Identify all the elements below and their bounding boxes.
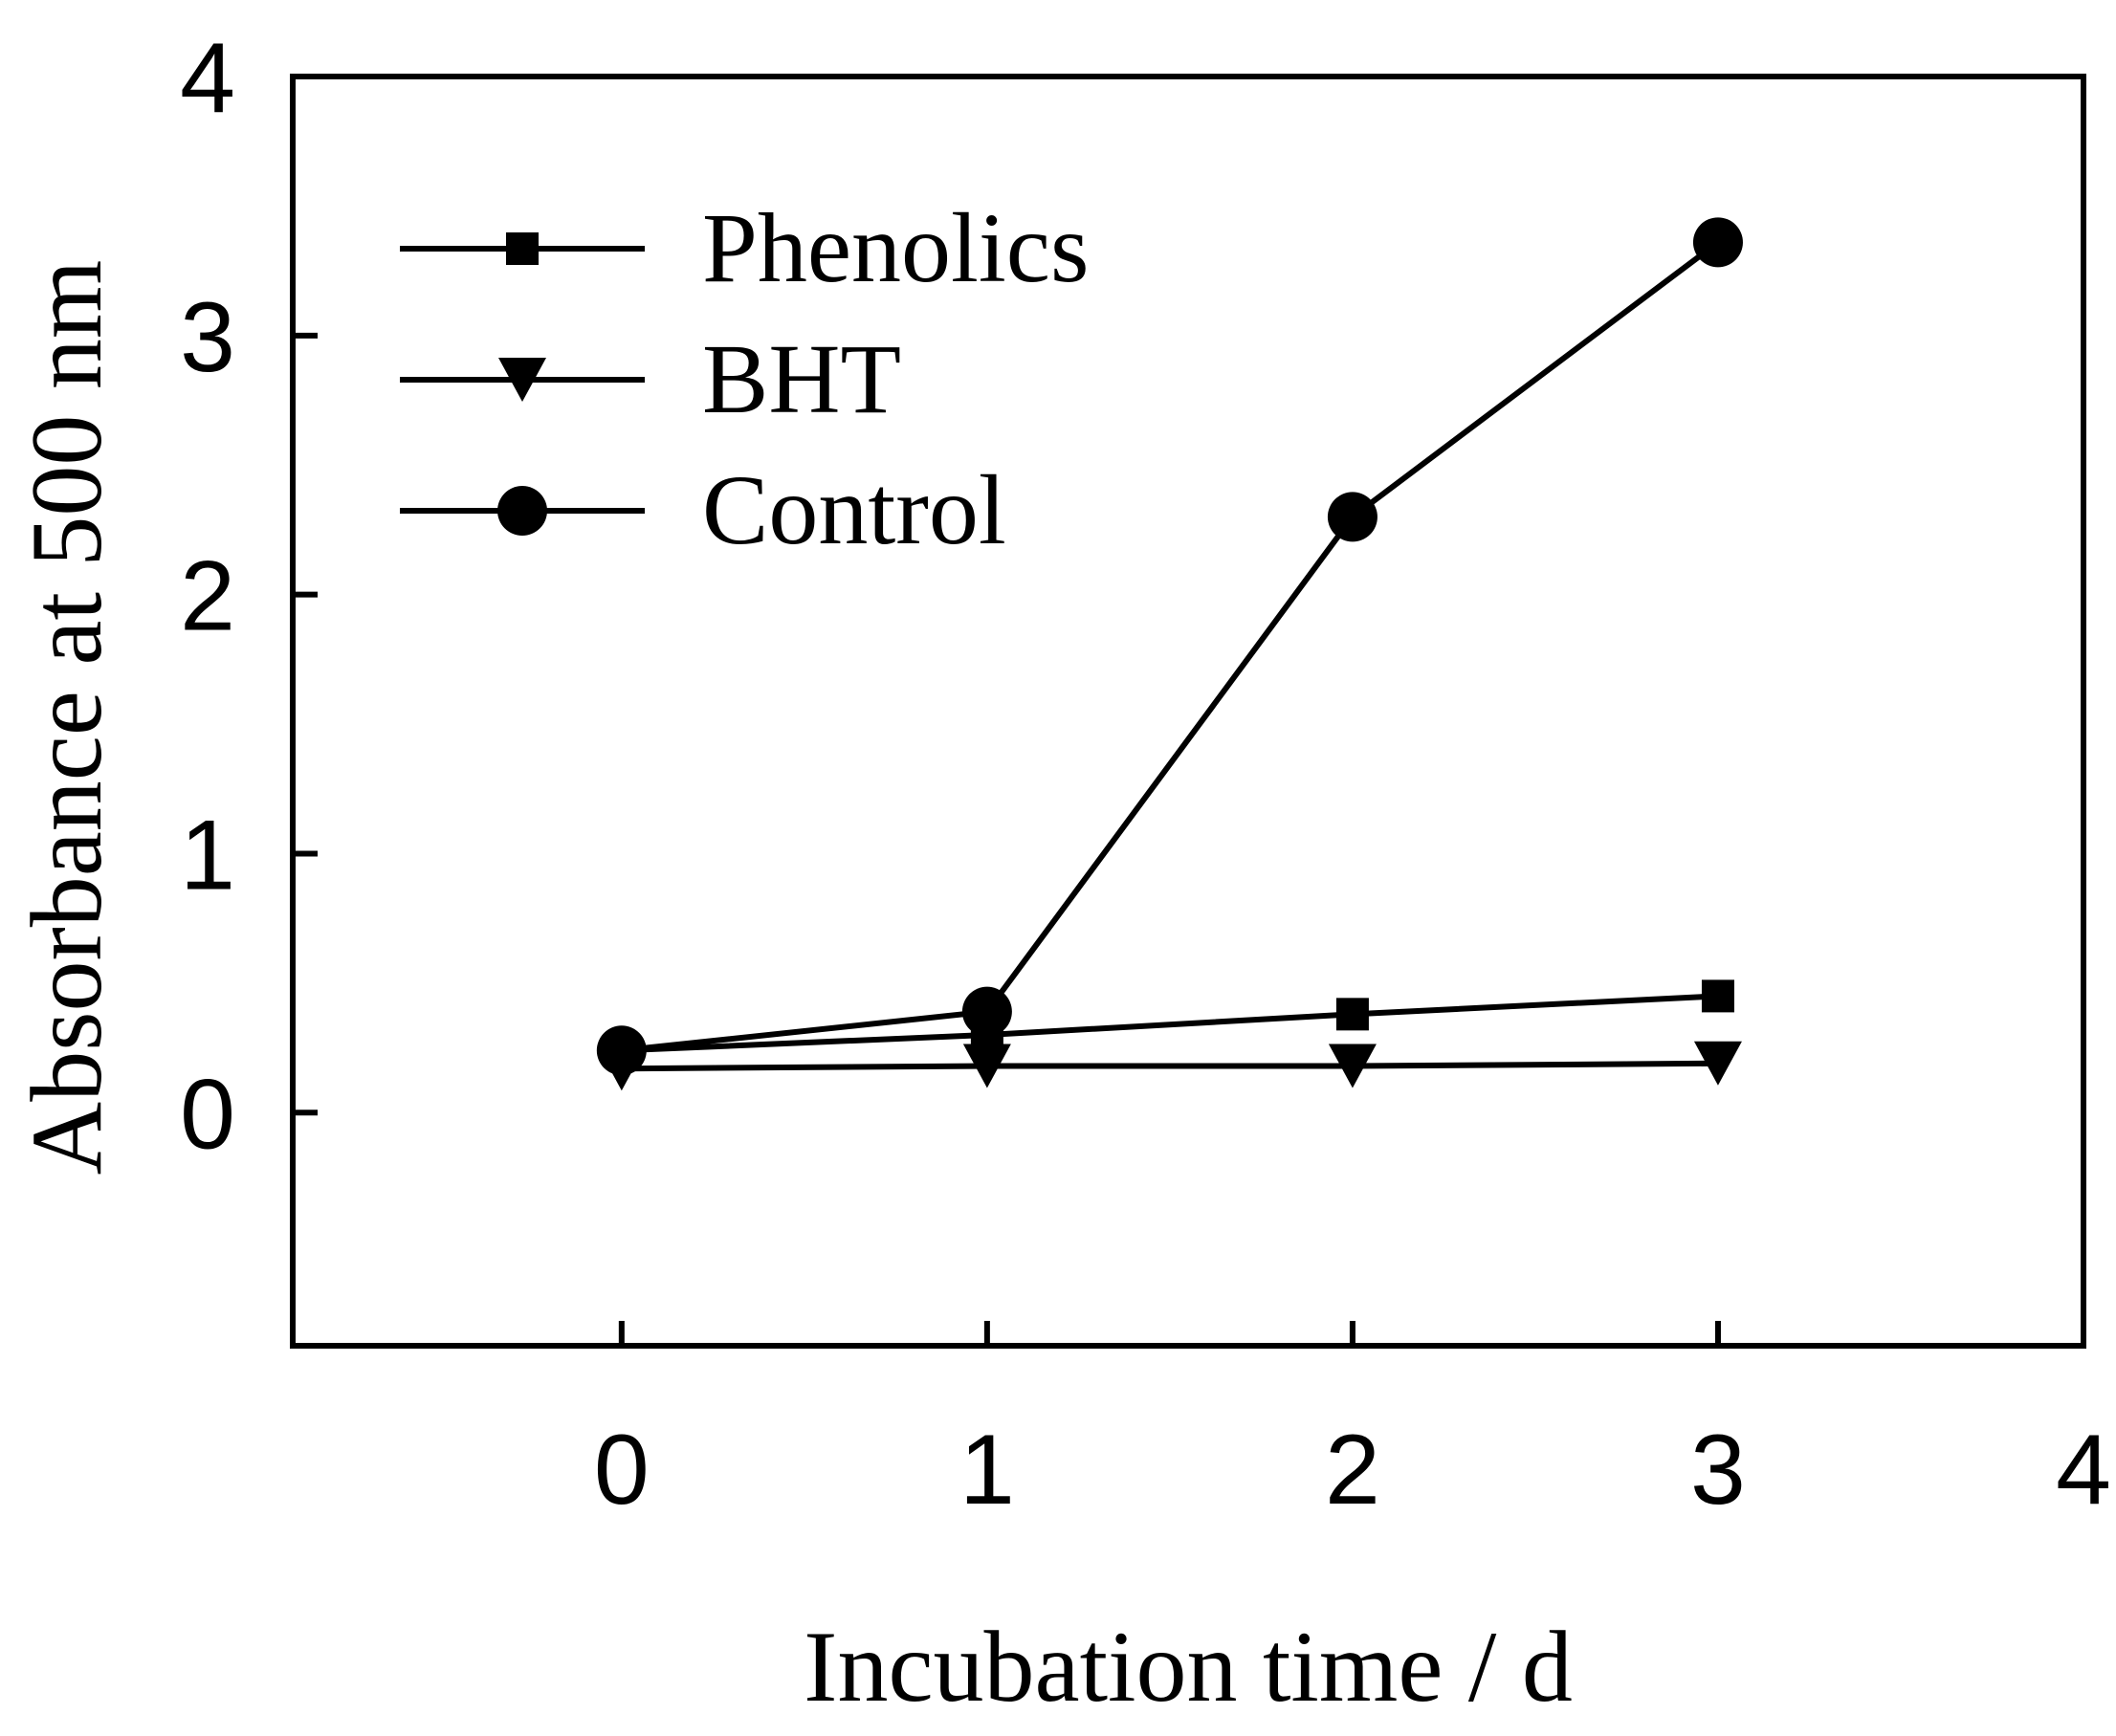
- data-point-control: [1692, 217, 1743, 268]
- legend-marker-phenolics: [506, 232, 539, 265]
- legend-marker-bht: [498, 358, 546, 402]
- legend-label: Control: [702, 455, 1006, 565]
- data-point-bht: [1328, 1044, 1377, 1088]
- series-layer: [596, 217, 1743, 1091]
- plot-frame: [290, 74, 2086, 1349]
- data-point-bht: [962, 1044, 1011, 1088]
- data-point-control: [961, 986, 1012, 1037]
- data-point-bht: [1693, 1041, 1742, 1086]
- series-line-control: [621, 239, 1720, 1054]
- y-tick-label: 1: [180, 800, 235, 911]
- y-tick-label: 4: [180, 23, 235, 134]
- legend-item-phenolics: Phenolics: [400, 193, 1089, 303]
- data-point-phenolics: [1335, 998, 1369, 1031]
- x-tick-label: 1: [959, 1415, 1015, 1526]
- x-tick-label: 0: [594, 1415, 650, 1526]
- x-tick-label: 4: [2056, 1415, 2111, 1526]
- legend: Phenolics BHT Control: [400, 193, 1089, 565]
- y-tick-label: 0: [180, 1059, 235, 1170]
- legend-marker-control: [497, 486, 547, 536]
- series-bht: [597, 1041, 1742, 1091]
- legend-item-bht: BHT: [400, 324, 901, 434]
- y-tick-label: 2: [180, 541, 235, 652]
- x-axis-title: Incubation time / d: [804, 1611, 1573, 1723]
- legend-item-control: Control: [400, 455, 1006, 565]
- data-point-phenolics: [1701, 979, 1734, 1013]
- y-axis-title: Absorbance at 500 nm: [11, 260, 122, 1176]
- series-line-phenolics: [621, 993, 1719, 1054]
- axis-ticks: 0 1 2 3 4 0 1 2 3 4: [180, 23, 2111, 1526]
- series-line-bht: [621, 1060, 1718, 1072]
- legend-label: BHT: [702, 324, 901, 434]
- legend-label: Phenolics: [702, 193, 1089, 303]
- series-control: [596, 217, 1743, 1076]
- x-tick-label: 2: [1325, 1415, 1380, 1526]
- series-phenolics: [605, 979, 1734, 1067]
- x-tick-label: 3: [1690, 1415, 1746, 1526]
- data-point-control: [1327, 492, 1378, 542]
- data-point-control: [596, 1025, 647, 1076]
- y-tick-label: 3: [180, 282, 235, 393]
